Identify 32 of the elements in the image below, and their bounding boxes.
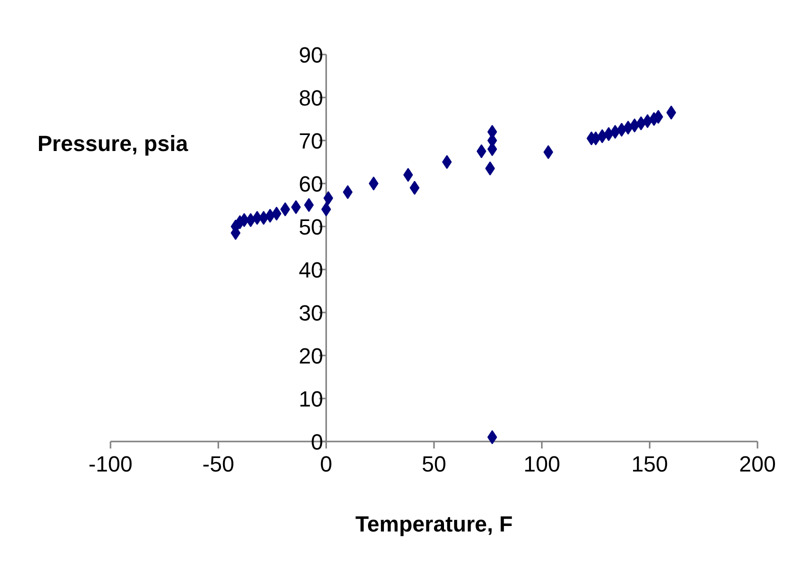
point (304, 198, 314, 212)
y-tick-label: 60 (298, 172, 324, 196)
y-tick-label: 0 (310, 430, 324, 454)
point (280, 202, 290, 216)
x-tick-label: 200 (739, 452, 776, 476)
point (604, 127, 614, 142)
x-axis-title: Temperature, F (355, 512, 513, 536)
point (653, 110, 664, 124)
point (597, 129, 608, 144)
x-tick-label: -50 (202, 452, 234, 476)
y-tick-label: 40 (298, 258, 324, 282)
point (442, 155, 452, 169)
y-tick-label: 20 (298, 344, 324, 368)
y-tick-label: 70 (298, 128, 324, 154)
point (342, 185, 353, 200)
point (323, 191, 334, 206)
y-tick-label: 80 (298, 86, 324, 110)
x-tick-label: 150 (631, 452, 668, 476)
point (543, 145, 554, 160)
point (246, 213, 256, 228)
point (666, 106, 676, 120)
x-tick-label: -100 (88, 452, 133, 476)
y-tick-label: 10 (298, 386, 324, 412)
x-tick-label: 100 (523, 452, 560, 476)
y-tick-label: 30 (298, 300, 324, 326)
point (368, 176, 378, 190)
point (239, 213, 250, 228)
y-tick-label: 90 (298, 42, 324, 68)
x-tick-label: 50 (422, 452, 446, 476)
y-axis-title: Pressure, psia (38, 131, 189, 156)
point (487, 430, 498, 444)
y-tick-label: 50 (298, 214, 324, 240)
